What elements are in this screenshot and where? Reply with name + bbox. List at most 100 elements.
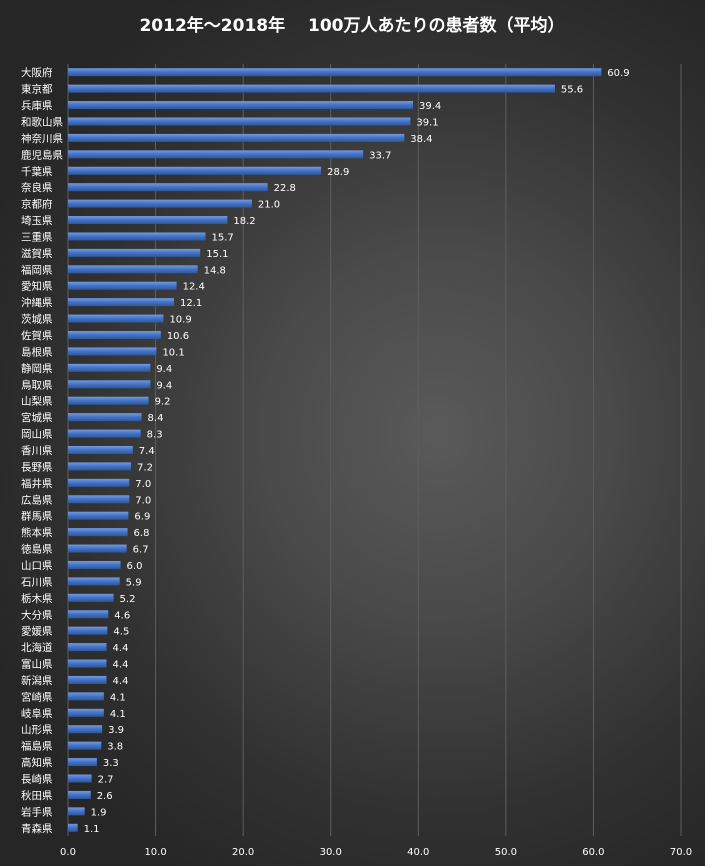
data-label: 60.9 xyxy=(607,68,629,79)
data-label: 3.8 xyxy=(107,742,123,753)
x-tick-label: 30.0 xyxy=(320,847,342,858)
bar xyxy=(68,643,107,652)
bar xyxy=(68,823,78,832)
data-label: 39.1 xyxy=(416,117,438,128)
bar xyxy=(68,462,132,471)
data-label: 4.6 xyxy=(114,610,130,621)
data-label: 4.4 xyxy=(113,643,129,654)
category-label: 群馬県 xyxy=(21,510,53,523)
data-label: 6.8 xyxy=(134,528,150,539)
data-label: 1.1 xyxy=(84,824,100,835)
data-label: 7.4 xyxy=(139,446,155,457)
bar xyxy=(68,101,414,110)
bar xyxy=(68,626,108,635)
data-label: 5.2 xyxy=(120,594,136,605)
category-label: 島根県 xyxy=(21,345,53,358)
category-label: 岐阜県 xyxy=(21,707,53,720)
bar xyxy=(68,413,142,422)
category-labels: 大阪府東京都兵庫県和歌山県神奈川県鹿児島県千葉県奈良県京都府埼玉県三重県滋賀県福… xyxy=(21,66,63,835)
bar xyxy=(68,84,555,93)
category-label: 福岡県 xyxy=(21,263,53,276)
category-label: 愛媛県 xyxy=(21,625,53,638)
category-label: 高知県 xyxy=(21,756,53,769)
data-label: 9.4 xyxy=(156,380,172,391)
data-label: 12.1 xyxy=(180,298,202,309)
bars xyxy=(68,68,602,832)
data-label: 55.6 xyxy=(561,85,583,96)
bar xyxy=(68,741,102,750)
category-label: 秋田県 xyxy=(21,789,53,802)
bar xyxy=(68,593,114,602)
bar xyxy=(68,544,127,553)
x-tick-label: 0.0 xyxy=(60,847,76,858)
category-label: 三重県 xyxy=(21,230,53,243)
bar xyxy=(68,281,177,290)
bar xyxy=(68,199,252,208)
bar xyxy=(68,610,109,619)
bar xyxy=(68,774,92,783)
category-label: 神奈川県 xyxy=(21,132,63,145)
data-label: 9.4 xyxy=(156,364,172,375)
bar xyxy=(68,314,164,323)
bar xyxy=(68,363,151,372)
data-label: 7.0 xyxy=(135,495,151,506)
data-label: 6.0 xyxy=(127,561,143,572)
category-label: 愛知県 xyxy=(21,280,53,293)
category-label: 山形県 xyxy=(21,724,53,736)
data-label: 21.0 xyxy=(258,200,280,211)
bar xyxy=(68,396,149,405)
category-label: 兵庫県 xyxy=(21,99,53,112)
category-label: 東京都 xyxy=(21,83,53,96)
category-label: 大分県 xyxy=(21,608,53,621)
data-label: 7.0 xyxy=(135,479,151,490)
category-label: 静岡県 xyxy=(21,362,53,375)
data-label: 4.1 xyxy=(110,692,126,703)
data-label: 15.7 xyxy=(211,232,233,243)
category-label: 広島県 xyxy=(21,493,53,506)
x-tick-label: 60.0 xyxy=(582,847,604,858)
chart-title: 2012年～2018年 100万人あたりの患者数（平均） xyxy=(139,15,564,36)
category-label: 福島県 xyxy=(21,740,53,753)
bar xyxy=(68,446,133,454)
category-label: 茨城県 xyxy=(21,313,53,326)
bar xyxy=(68,807,85,816)
data-label: 18.2 xyxy=(233,216,255,227)
category-label: 奈良県 xyxy=(21,181,53,194)
data-label: 5.9 xyxy=(126,577,142,588)
category-label: 山梨県 xyxy=(21,395,53,408)
data-label: 10.6 xyxy=(167,331,189,342)
data-label: 2.7 xyxy=(98,775,114,786)
data-label: 9.2 xyxy=(155,397,171,408)
bar xyxy=(68,511,129,520)
data-label: 28.9 xyxy=(327,167,349,178)
category-label: 宮城県 xyxy=(21,411,53,424)
category-label: 和歌山県 xyxy=(21,115,63,128)
x-tick-label: 40.0 xyxy=(407,847,429,858)
bar xyxy=(68,495,130,504)
data-label: 4.4 xyxy=(113,676,129,687)
bar xyxy=(68,183,268,192)
data-label: 10.1 xyxy=(162,347,184,358)
data-label: 4.1 xyxy=(110,709,126,720)
data-label: 38.4 xyxy=(410,134,432,145)
category-label: 佐賀県 xyxy=(21,329,53,342)
category-label: 青森県 xyxy=(21,822,53,835)
category-label: 埼玉県 xyxy=(21,214,53,227)
data-label: 4.4 xyxy=(113,660,129,671)
data-label: 4.5 xyxy=(113,627,129,638)
category-label: 徳島県 xyxy=(21,543,53,556)
bar xyxy=(68,577,120,586)
category-label: 長野県 xyxy=(21,461,53,473)
category-label: 新潟県 xyxy=(21,674,53,687)
category-label: 栃木県 xyxy=(21,592,53,605)
category-label: 京都府 xyxy=(21,198,53,211)
x-tick-label: 20.0 xyxy=(232,847,254,858)
data-label: 10.9 xyxy=(169,315,191,326)
category-label: 沖縄県 xyxy=(21,296,53,309)
data-label: 6.7 xyxy=(133,545,149,556)
category-label: 岡山県 xyxy=(21,429,53,441)
bar xyxy=(68,331,161,340)
gridlines xyxy=(67,64,682,836)
bar xyxy=(68,166,322,175)
data-label: 14.8 xyxy=(204,265,226,276)
